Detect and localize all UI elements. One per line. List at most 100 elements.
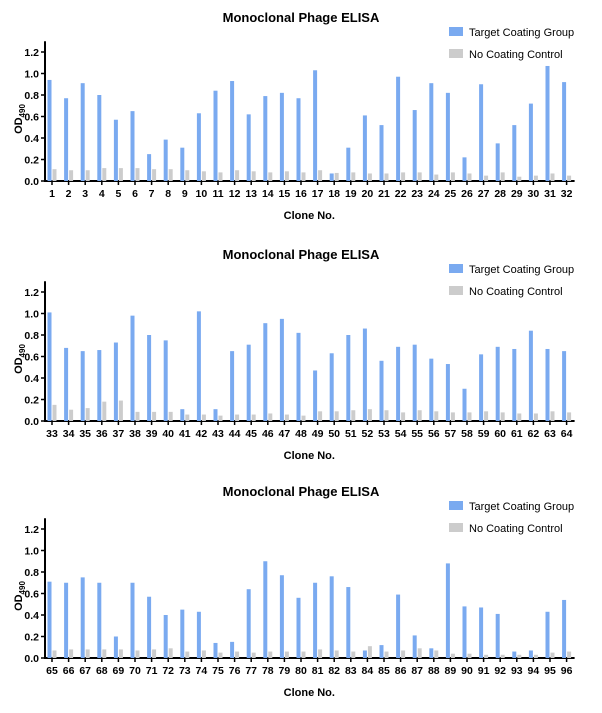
x-tick-label: 67 xyxy=(79,665,91,677)
x-tick-label: 5 xyxy=(115,188,121,200)
bar-target-clone-66 xyxy=(64,582,69,658)
bar-control-clone-52 xyxy=(367,409,372,421)
legend-label-control: No Coating Control xyxy=(469,49,563,61)
bar-target-clone-87 xyxy=(412,635,417,658)
bar-target-clone-38 xyxy=(130,315,135,421)
x-tick-label: 77 xyxy=(245,665,257,677)
x-tick-label: 79 xyxy=(279,665,291,677)
x-tick-label: 48 xyxy=(295,428,307,440)
y-tick-label: 1.0 xyxy=(24,309,39,321)
bar-target-clone-71 xyxy=(147,596,152,658)
y-tick-label: 1.0 xyxy=(24,69,39,81)
legend-label-target: Target Coating Group xyxy=(469,27,574,39)
bar-control-clone-77 xyxy=(251,652,256,658)
bar-control-clone-79 xyxy=(284,651,289,658)
y-axis-label-main: OD xyxy=(13,357,25,374)
bar-target-clone-75 xyxy=(213,642,218,658)
legend-label-target: Target Coating Group xyxy=(469,264,574,276)
bar-target-clone-53 xyxy=(379,360,384,421)
x-tick-label: 68 xyxy=(96,665,108,677)
x-tick-label: 14 xyxy=(262,188,274,200)
bar-target-clone-83 xyxy=(346,587,351,658)
bar-target-clone-91 xyxy=(479,607,484,658)
bar-control-clone-46 xyxy=(268,413,273,421)
y-tick-label: 0.2 xyxy=(24,155,39,167)
bar-control-clone-94 xyxy=(533,654,538,658)
bar-control-clone-51 xyxy=(351,410,356,421)
x-axis-label: Clone No. xyxy=(284,687,335,699)
bar-control-clone-89 xyxy=(450,653,455,658)
x-tick-label: 75 xyxy=(212,665,224,677)
bar-control-clone-31 xyxy=(550,173,555,181)
bar-control-clone-78 xyxy=(268,651,273,658)
y-tick-label: 1.2 xyxy=(24,47,39,59)
bar-target-clone-36 xyxy=(97,350,102,421)
x-axis-label: Clone No. xyxy=(284,450,335,462)
bar-target-clone-31 xyxy=(545,65,550,181)
x-tick-label: 95 xyxy=(544,665,556,677)
bar-control-clone-59 xyxy=(484,411,489,421)
x-tick-label: 13 xyxy=(245,188,257,200)
y-tick-label: 0.4 xyxy=(24,133,39,145)
bar-control-clone-70 xyxy=(135,650,140,658)
legend: Target Coating Group No Coating Control xyxy=(449,264,574,298)
x-tick-label: 64 xyxy=(561,428,573,440)
bar-target-clone-3 xyxy=(80,83,85,181)
bar-target-clone-2 xyxy=(64,98,69,181)
x-tick-label: 66 xyxy=(63,665,75,677)
bar-control-clone-48 xyxy=(301,415,306,421)
bar-target-clone-46 xyxy=(263,323,268,421)
bar-target-clone-49 xyxy=(313,370,318,421)
bar-control-clone-83 xyxy=(351,651,356,658)
x-tick-label: 73 xyxy=(179,665,191,677)
bar-control-clone-57 xyxy=(450,412,455,421)
x-tick-label: 59 xyxy=(478,428,490,440)
bar-control-clone-82 xyxy=(334,650,339,658)
bar-target-clone-23 xyxy=(412,110,417,181)
bar-target-clone-28 xyxy=(495,143,500,181)
bar-target-clone-17 xyxy=(313,70,318,181)
bar-target-clone-33 xyxy=(47,312,52,421)
legend-swatch-target xyxy=(449,27,463,36)
x-tick-label: 24 xyxy=(428,188,440,200)
bar-target-clone-73 xyxy=(180,609,185,658)
bar-target-clone-77 xyxy=(246,589,251,658)
bar-target-clone-54 xyxy=(396,346,401,421)
x-tick-label: 80 xyxy=(295,665,307,677)
bar-target-clone-41 xyxy=(180,409,185,421)
bar-control-clone-28 xyxy=(500,172,505,181)
y-tick-label: 0.6 xyxy=(24,589,39,601)
bar-target-clone-61 xyxy=(512,348,517,421)
bar-control-clone-10 xyxy=(201,171,206,181)
x-axis-label: Clone No. xyxy=(284,210,335,222)
bar-control-clone-72 xyxy=(168,648,173,658)
bar-control-clone-13 xyxy=(251,171,256,181)
bar-target-clone-37 xyxy=(113,342,118,421)
bar-control-clone-86 xyxy=(401,650,406,658)
x-tick-label: 91 xyxy=(478,665,490,677)
x-tick-label: 41 xyxy=(179,428,191,440)
bar-control-clone-4 xyxy=(102,168,107,181)
bar-target-clone-52 xyxy=(362,328,367,421)
bar-target-clone-80 xyxy=(296,597,301,658)
bar-target-clone-47 xyxy=(279,318,284,421)
bar-control-clone-58 xyxy=(467,412,472,421)
bar-target-clone-65 xyxy=(47,581,52,658)
y-axis-label: OD490 xyxy=(13,104,27,134)
bar-target-clone-58 xyxy=(462,388,467,421)
x-tick-label: 65 xyxy=(46,665,58,677)
y-tick-label: 0.0 xyxy=(24,653,39,665)
bar-control-clone-56 xyxy=(434,411,439,421)
x-tick-label: 93 xyxy=(511,665,523,677)
y-axis-label: OD490 xyxy=(13,581,27,611)
bar-target-clone-67 xyxy=(80,577,85,658)
bar-control-clone-88 xyxy=(434,650,439,658)
bar-target-clone-79 xyxy=(279,575,284,658)
bar-target-clone-34 xyxy=(64,347,69,421)
bar-target-clone-95 xyxy=(545,611,550,658)
bar-target-clone-19 xyxy=(346,147,351,181)
y-axis-label-subscript: 490 xyxy=(18,104,27,118)
bar-target-clone-62 xyxy=(528,330,533,421)
bar-control-clone-69 xyxy=(118,649,123,658)
